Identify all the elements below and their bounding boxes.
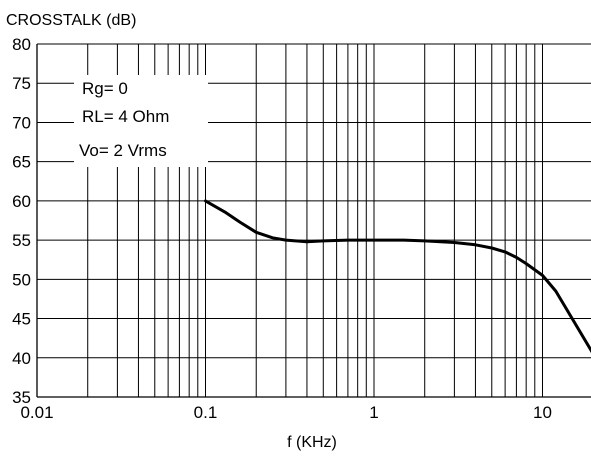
x-tick-label: 1 [369, 403, 378, 422]
y-tick-label: 80 [12, 35, 31, 54]
annotation-text: RL= 4 Ohm [82, 107, 169, 126]
y-tick-label: 50 [12, 270, 31, 289]
legend-annotation-box: Rg= 0 RL= 4 Ohm Vo= 2 Vrms [74, 75, 208, 167]
y-tick-label: 70 [12, 113, 31, 132]
y-tick-label: 40 [12, 349, 31, 368]
series-line [204, 199, 591, 354]
tick-labels: 35 40 45 50 55 60 65 70 75 80 0.01 0.1 1 10 [12, 35, 552, 422]
y-tick-label: 75 [12, 74, 31, 93]
x-axis-label: f (KHz) [287, 434, 337, 451]
x-tick-label: 10 [533, 403, 552, 422]
series-layer [204, 199, 591, 354]
x-tick-label: 0.1 [194, 403, 218, 422]
y-tick-label: 45 [12, 310, 31, 329]
annotation-text: Vo= 2 Vrms [79, 141, 167, 160]
annotation-text: Rg= 0 [82, 79, 128, 98]
y-axis-label: CROSSTALK (dB) [6, 12, 136, 29]
y-tick-label: 55 [12, 231, 31, 250]
y-tick-label: 60 [12, 192, 31, 211]
x-tick-label: 0.01 [20, 403, 53, 422]
y-tick-label: 65 [12, 153, 31, 172]
annotation-background [74, 75, 208, 167]
y-tick-label: 35 [12, 388, 31, 407]
